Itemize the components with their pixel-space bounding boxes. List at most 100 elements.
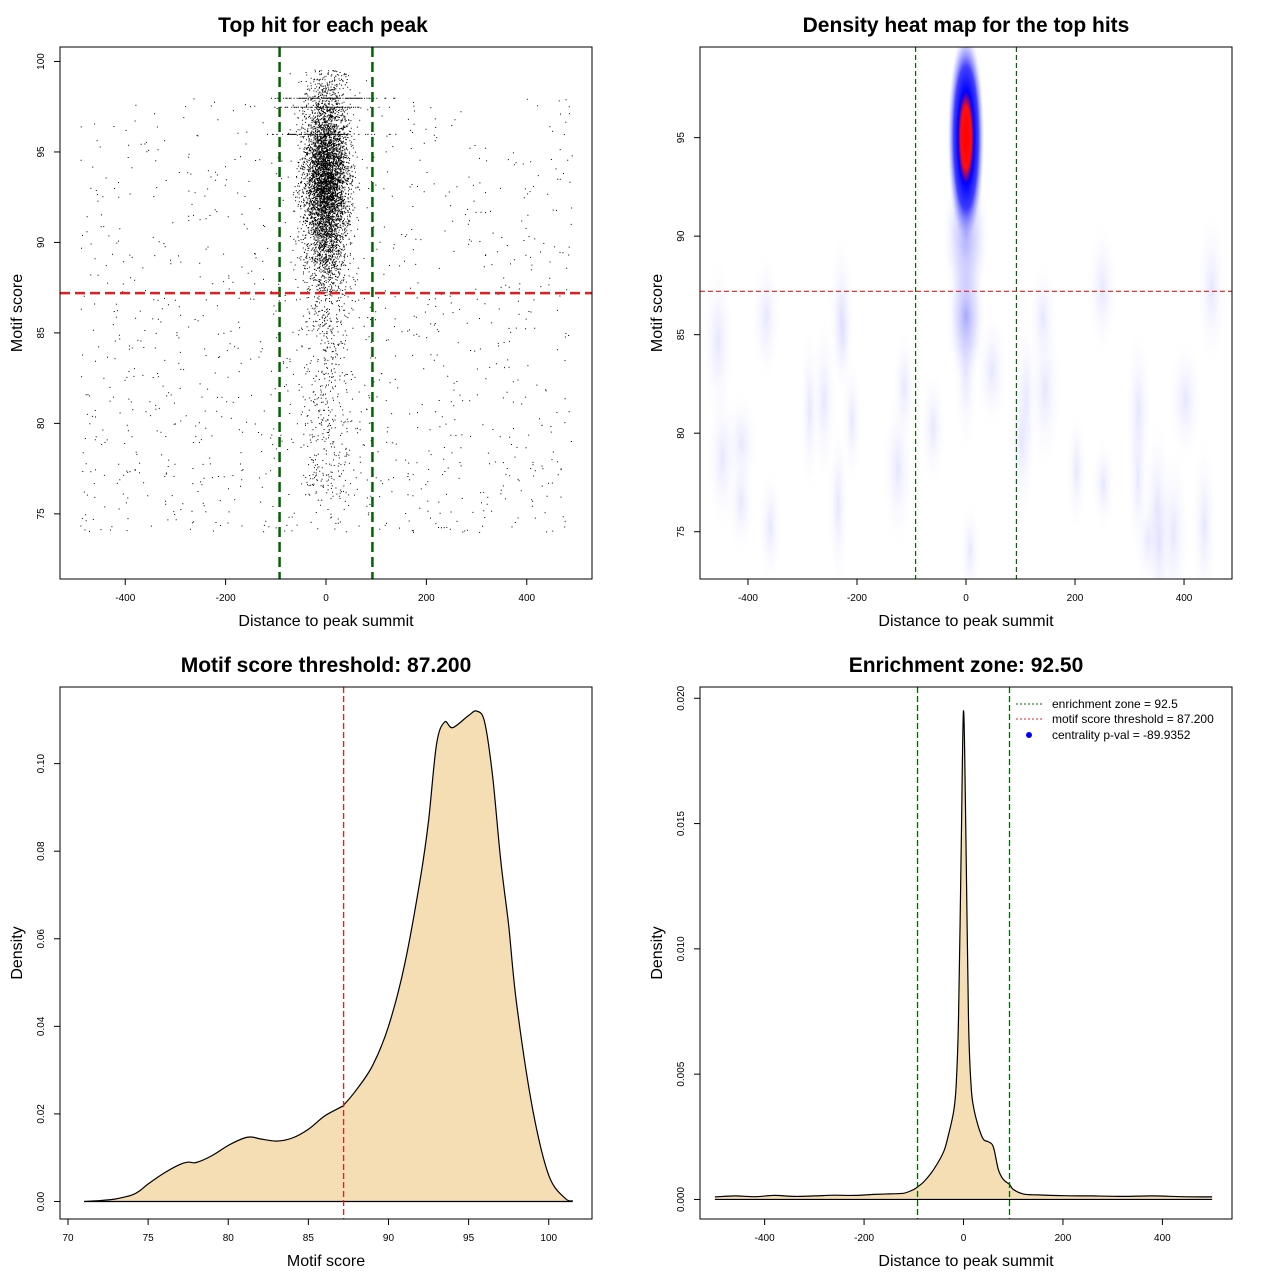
heatmap-background-blob: [1191, 431, 1218, 579]
y-tick-label: 75: [36, 508, 47, 520]
x-tick-label: -200: [854, 1233, 874, 1244]
y-tick-label: 0.020: [676, 685, 687, 710]
x-tick-label: 80: [223, 1233, 235, 1244]
legend-enrichment-zone-label: enrichment zone = 92.5: [1052, 697, 1178, 711]
heatmap-background-blob: [1091, 434, 1116, 535]
heatmap-background-blob: [959, 496, 981, 579]
heatmap-background-blob: [706, 380, 739, 536]
x-tick-label: 0: [323, 593, 329, 604]
legend-threshold-label: motif score threshold = 87.200: [1052, 712, 1214, 726]
y-tick-label: 95: [676, 132, 687, 144]
y-tick-label: 85: [36, 327, 47, 339]
y-tick-label: 0.08: [36, 841, 47, 861]
x-tick-label: 0: [963, 593, 969, 604]
scatter-title: Top hit for each peak: [218, 14, 428, 37]
heatmap-x-axis: -400 -200 0 200 400: [738, 579, 1193, 604]
distance-density-curve: [714, 710, 1213, 1201]
x-tick-label: 200: [418, 593, 435, 604]
y-tick-label: 0.04: [36, 1016, 47, 1036]
heatmap-reference-lines: [700, 47, 1232, 579]
x-tick-label: 100: [540, 1233, 557, 1244]
y-tick-label: 90: [676, 230, 687, 242]
y-tick-label: 0.005: [676, 1061, 687, 1086]
y-tick-label: 0.02: [36, 1104, 47, 1124]
heatmap-background-blob: [751, 246, 782, 388]
heatmap-y-axis: 75 80 85 90 95: [676, 132, 700, 538]
score-density-plot-frame: [59, 686, 593, 1220]
heatmap-background-blob: [832, 261, 853, 401]
x-tick-label: 90: [383, 1233, 395, 1244]
heatmap-background-blob: [1086, 217, 1119, 360]
score-density-panel: Motif score threshold: 87.200 70 75 80 85 90…: [9, 654, 593, 1270]
enrichment-x-label: Distance to peak summit: [878, 1253, 1054, 1270]
enrichment-legend: enrichment zone = 92.5 motif score thres…: [1016, 697, 1214, 742]
heatmap-density: [701, 47, 1228, 579]
x-tick-label: 0: [961, 1233, 967, 1244]
scatter-x-label: Distance to peak summit: [238, 613, 414, 630]
heatmap-title: Density heat map for the top hits: [803, 14, 1130, 37]
y-tick-label: 85: [676, 329, 687, 341]
enrichment-title: Enrichment zone: 92.50: [849, 654, 1084, 677]
score-density-y-axis: 0.00 0.02 0.04 0.06 0.08 0.10: [36, 753, 60, 1211]
y-tick-label: 95: [36, 146, 47, 158]
x-tick-label: -200: [847, 593, 867, 604]
score-density-x-label: Motif score: [287, 1253, 365, 1270]
x-tick-label: 400: [1154, 1233, 1171, 1244]
scatter-y-axis: 75 80 85 90 95 100: [36, 53, 60, 520]
x-tick-label: 70: [62, 1233, 74, 1244]
heatmap-hotspot: [947, 47, 985, 248]
scatter-panel: Top hit for each peak -400 -200 0 200 400 75…: [9, 14, 593, 630]
scatter-y-label: Motif score: [9, 274, 26, 352]
enrichment-panel: Enrichment zone: 92.50 -400 -200 0 200 400 0…: [649, 654, 1233, 1270]
scatter-reference-lines: [60, 47, 592, 579]
enrichment-x-axis: -400 -200 0 200 400: [755, 1219, 1171, 1244]
density-area-fill: [84, 710, 573, 1202]
legend-pval-point-icon: [1026, 732, 1032, 738]
legend-pval-label: centrality p-val = -89.9352: [1052, 728, 1191, 742]
y-tick-label: 0.00: [36, 1191, 47, 1211]
scatter-points: [80, 69, 573, 533]
y-tick-label: 80: [36, 417, 47, 429]
y-tick-label: 0.06: [36, 929, 47, 949]
heatmap-background-blob: [1147, 458, 1172, 579]
x-tick-label: 200: [1067, 593, 1084, 604]
x-tick-label: 400: [518, 593, 535, 604]
y-tick-label: 0.015: [676, 811, 687, 836]
y-tick-label: 90: [36, 236, 47, 248]
enrichment-plot-frame: [699, 686, 1233, 1220]
heatmap-panel: Density heat map for the top hits: [649, 14, 1233, 630]
heatmap-background-blob: [1027, 259, 1058, 376]
x-tick-label: -400: [755, 1233, 775, 1244]
x-tick-label: 95: [463, 1233, 475, 1244]
heatmap-background-blob: [1195, 205, 1228, 373]
enrichment-y-label: Density: [649, 926, 666, 979]
heatmap-background-blob: [1167, 332, 1204, 468]
heatmap-background-blob: [1066, 406, 1088, 536]
x-tick-label: 400: [1176, 593, 1193, 604]
scatter-x-axis: -400 -200 0 200 400: [115, 579, 536, 604]
heatmap-background-blob: [827, 411, 850, 579]
heatmap-background-blob: [758, 465, 783, 579]
x-tick-label: -400: [738, 593, 758, 604]
x-tick-label: 200: [1055, 1233, 1072, 1244]
score-density-y-label: Density: [9, 926, 26, 979]
score-density-curve: [83, 710, 574, 1203]
y-tick-label: 0.010: [676, 936, 687, 961]
heatmap-background-blob: [799, 320, 820, 501]
x-tick-label: -200: [216, 593, 236, 604]
y-tick-label: 0.10: [36, 753, 47, 773]
x-tick-label: 85: [303, 1233, 315, 1244]
scatter-point-cloud: [80, 69, 573, 533]
x-tick-label: -400: [115, 593, 135, 604]
scatter-plot-frame: [59, 46, 593, 580]
heatmap-y-label: Motif score: [649, 274, 666, 352]
y-tick-label: 80: [676, 427, 687, 439]
heatmap-background-blob: [1006, 356, 1036, 528]
heatmap-background-blob: [920, 363, 947, 493]
x-tick-label: 75: [143, 1233, 155, 1244]
y-tick-label: 75: [676, 526, 687, 538]
density-curve-line: [714, 710, 1213, 1198]
score-density-title: Motif score threshold: 87.200: [181, 654, 472, 677]
density-curve-line: [83, 710, 574, 1203]
